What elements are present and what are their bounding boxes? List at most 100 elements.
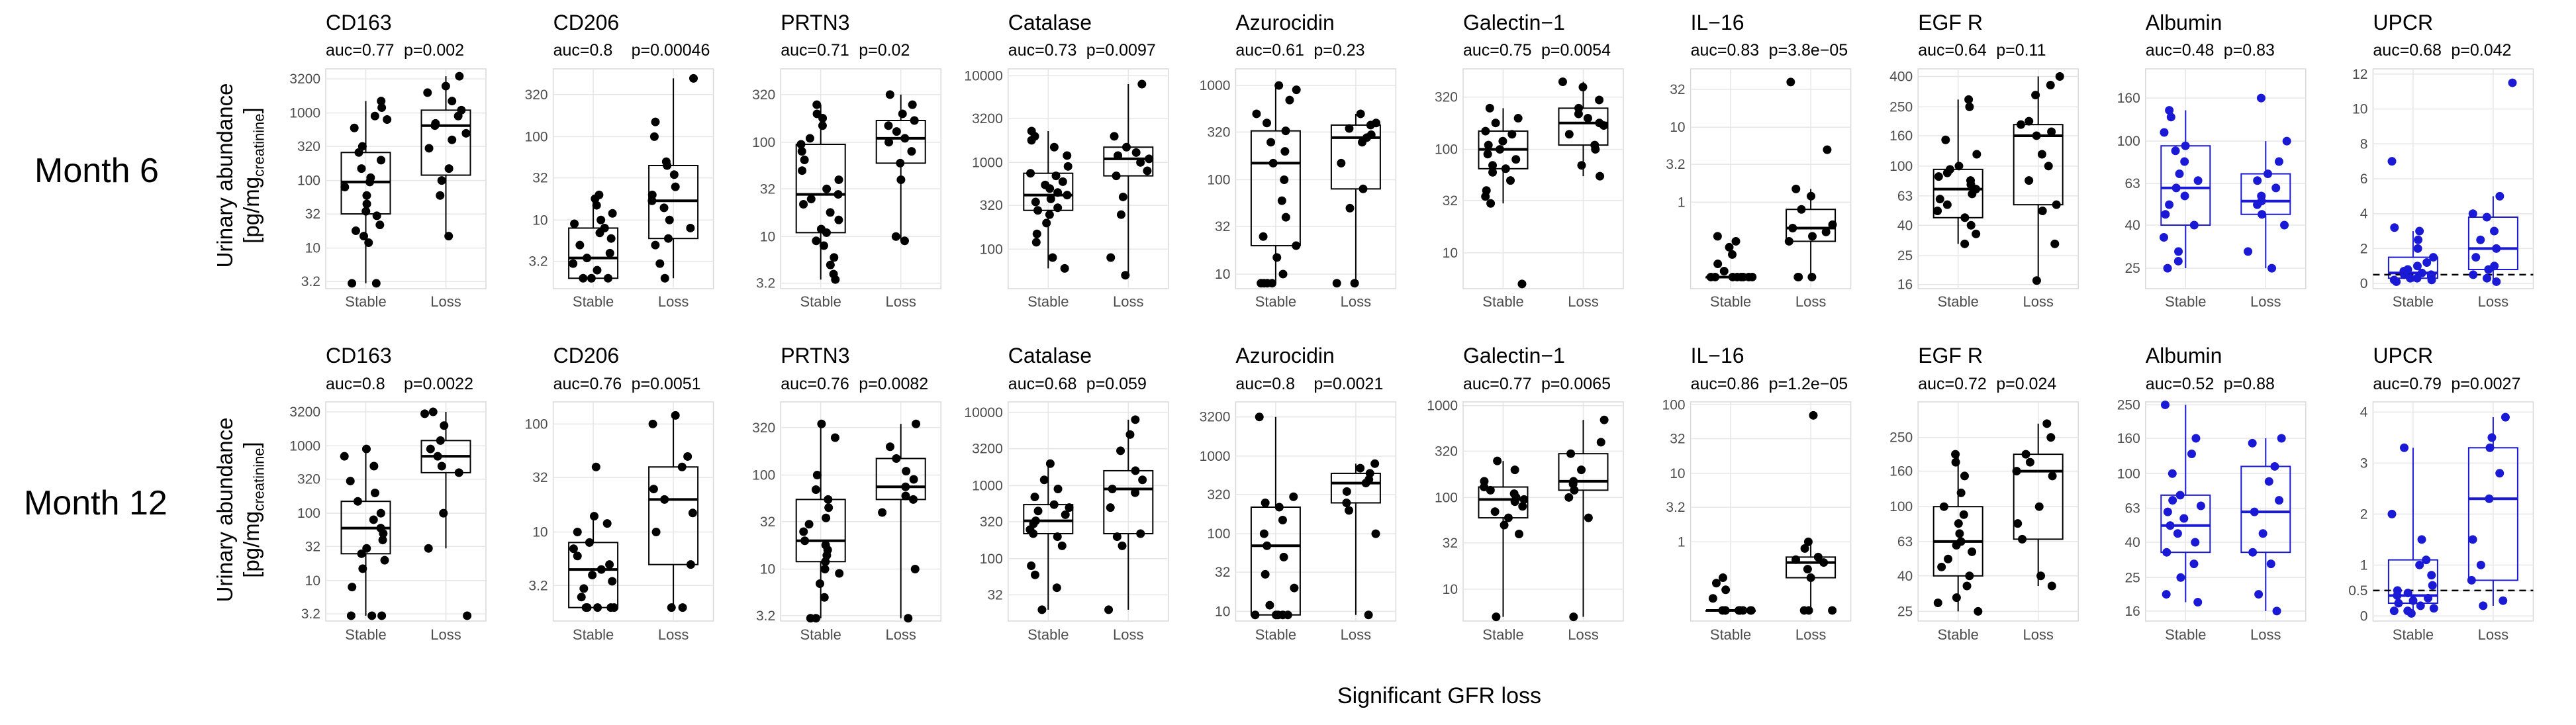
data-point <box>822 513 831 522</box>
x-tick-label: Stable <box>2393 626 2434 643</box>
data-point <box>2166 521 2175 530</box>
panel-frame <box>1235 68 1397 289</box>
data-point <box>908 100 917 109</box>
data-point <box>1266 138 1276 147</box>
data-point <box>2264 477 2273 486</box>
data-point <box>575 240 585 250</box>
x-tick-label: Stable <box>573 293 614 310</box>
panel-title: Galectin−1 <box>1463 344 1565 367</box>
panel-frame <box>552 68 714 289</box>
box-iqr <box>420 109 471 176</box>
y-tick-label: 8 <box>2360 136 2368 152</box>
data-point <box>1806 573 1815 583</box>
x-tick-label: Loss <box>2023 293 2053 310</box>
y-tick-label: 250 <box>1889 99 1913 115</box>
data-point <box>1713 232 1722 241</box>
data-point <box>2048 471 2057 481</box>
data-point <box>570 219 579 228</box>
data-point <box>1515 529 1524 538</box>
data-point <box>651 240 660 250</box>
data-point <box>2047 127 2056 136</box>
data-point <box>1116 446 1125 456</box>
data-point <box>437 461 446 471</box>
data-point <box>884 121 893 130</box>
y-tick-label: 4 <box>2360 207 2368 222</box>
auc-label: auc=0.64 <box>1918 41 1987 60</box>
data-point <box>2162 548 2171 557</box>
data-point <box>885 90 894 99</box>
x-tick-label: Loss <box>430 626 461 643</box>
data-point <box>1791 555 1801 564</box>
x-tick-label: Loss <box>2478 626 2508 643</box>
data-point <box>437 176 446 185</box>
data-point <box>1584 513 1593 522</box>
panel-galectin-1-2: 10 32 100 320 1000 Galectin−1 auc=0.77 p=0.0065… <box>1427 344 1624 643</box>
data-point <box>424 144 434 153</box>
data-point <box>1114 151 1123 160</box>
data-point <box>826 260 835 269</box>
data-point <box>1356 463 1365 473</box>
data-point <box>1136 158 1145 167</box>
data-point <box>1941 135 1950 144</box>
box-iqr <box>1103 469 1154 535</box>
data-point <box>2394 599 2403 608</box>
data-point <box>686 560 695 569</box>
data-point <box>1110 132 1119 141</box>
data-point <box>2168 496 2177 505</box>
data-point <box>678 603 687 612</box>
y-tick-label: 32 <box>532 470 548 485</box>
x-tick-label: Stable <box>2165 293 2206 310</box>
x-tick-label: Loss <box>1113 293 1143 310</box>
data-point <box>2389 606 2399 616</box>
data-point <box>1031 197 1040 207</box>
x-tick-label: Loss <box>658 626 689 643</box>
data-point <box>2050 239 2060 248</box>
data-point <box>2492 277 2501 286</box>
data-point <box>596 565 606 574</box>
auc-label: auc=0.86 <box>1691 375 1760 393</box>
data-point <box>1279 552 1288 561</box>
y-tick-label: 320 <box>1435 90 1458 105</box>
y-tick-label: 10 <box>760 229 775 244</box>
data-point <box>2277 434 2286 443</box>
data-point <box>593 266 602 275</box>
data-point <box>1031 516 1040 526</box>
y-tick-label: 3.2 <box>528 578 548 593</box>
x-tick-label: Loss <box>1113 626 1143 643</box>
x-tick-label: Stable <box>2393 293 2434 310</box>
y-tick-label: 32 <box>1443 536 1458 551</box>
data-point <box>371 279 381 288</box>
data-point <box>1063 162 1073 171</box>
y-tick-label: 320 <box>525 87 548 103</box>
data-point <box>2490 262 2499 271</box>
panel-upcr-1: 0 2 4 6 8 10 12 UPCR auc=0.68 p=0.042 Stable Loss <box>2352 11 2534 310</box>
data-point <box>441 81 450 91</box>
data-point <box>431 119 440 128</box>
x-tick-label: Stable <box>345 626 386 643</box>
p-value-label: p=0.02 <box>859 41 910 60</box>
data-point <box>1030 493 1039 502</box>
data-point <box>1566 449 1576 458</box>
data-point <box>817 419 826 428</box>
data-point <box>651 117 660 126</box>
data-point <box>364 238 373 248</box>
panel-title: CD163 <box>326 344 392 367</box>
y-tick-label: 10 <box>760 561 775 577</box>
data-point <box>2021 450 2030 459</box>
data-point <box>340 182 350 191</box>
data-point <box>1960 239 1970 248</box>
data-point <box>377 97 386 106</box>
data-point <box>812 109 822 119</box>
data-point <box>361 444 371 454</box>
data-point <box>1255 412 1264 422</box>
p-value-label: p=0.0022 <box>404 375 473 393</box>
y-tick-label: 320 <box>980 198 1003 213</box>
data-point <box>376 508 385 518</box>
data-point <box>1033 206 1043 215</box>
data-point <box>436 436 445 445</box>
data-point <box>1511 155 1521 164</box>
data-point <box>818 121 827 130</box>
p-value-label: p=0.11 <box>1996 41 2046 60</box>
data-point <box>1482 186 1491 195</box>
data-point <box>2492 244 2501 253</box>
